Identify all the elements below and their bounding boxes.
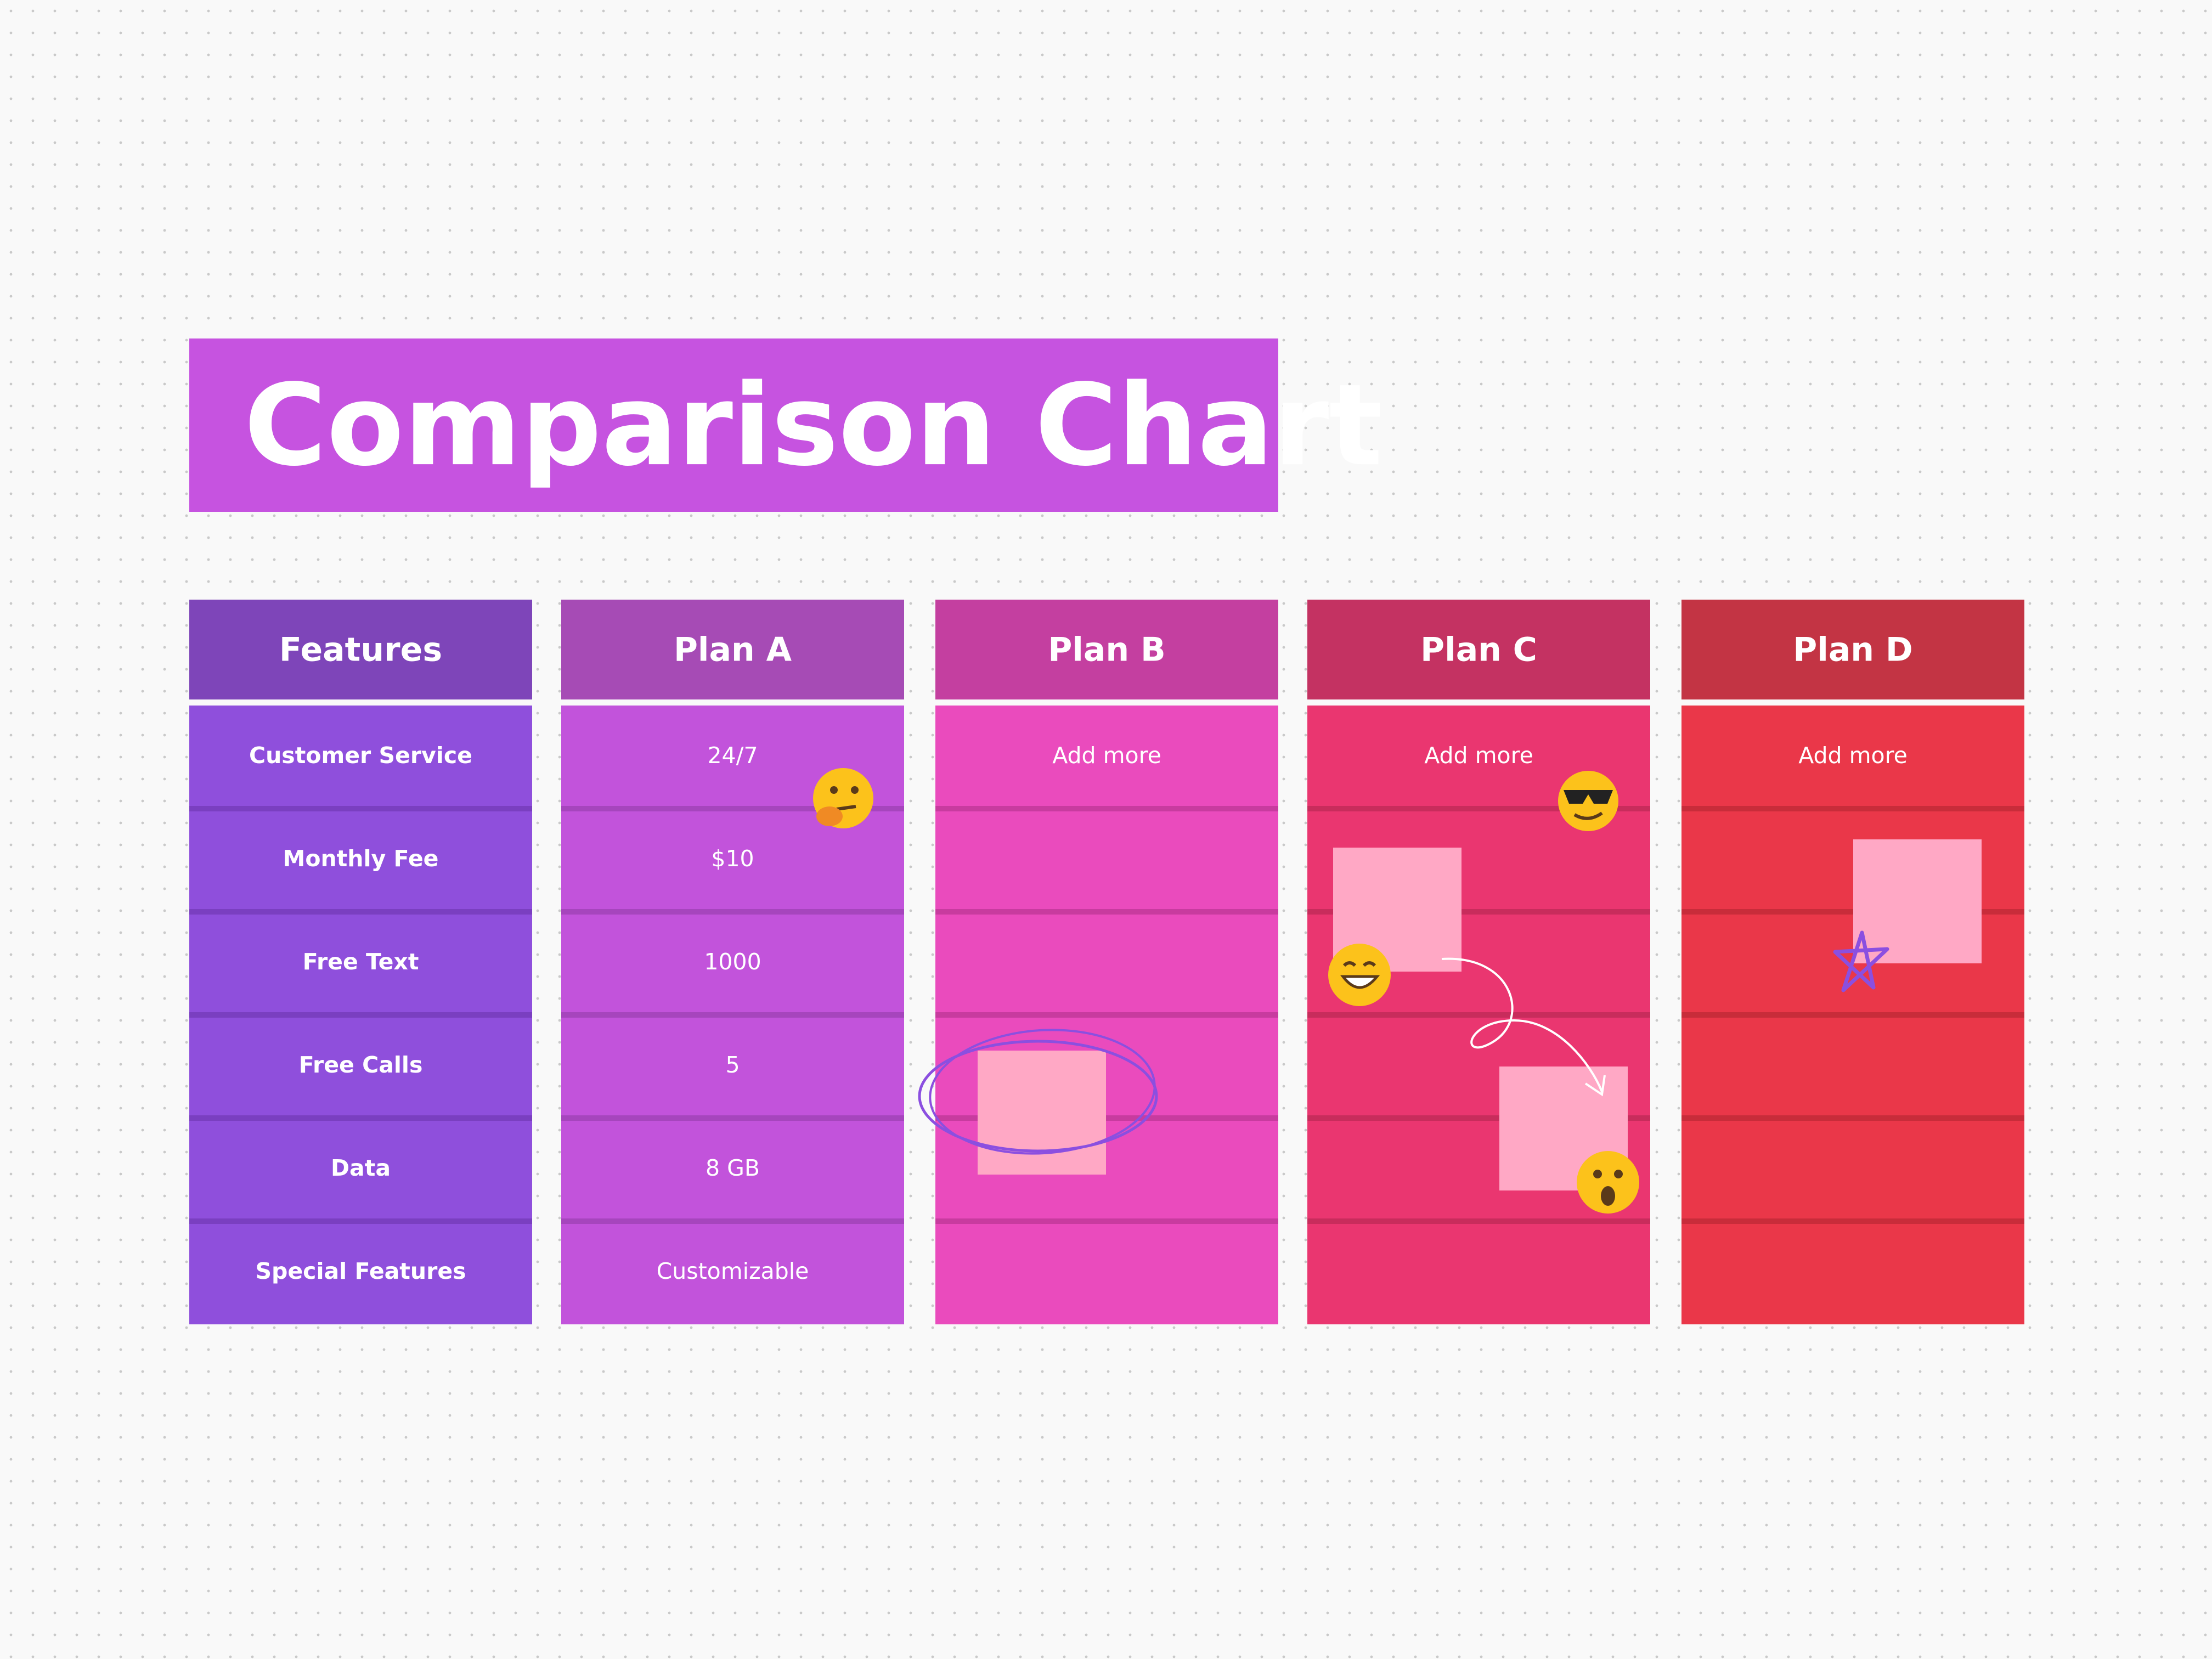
column-header: Plan D [1793,631,1912,669]
sticky-note [1853,839,1982,963]
row-separator [1307,909,1650,915]
column-header-bg [561,600,904,699]
sticky-note [978,1051,1106,1175]
emoji-cool [1558,771,1618,831]
row-separator [561,806,904,811]
cell-text: $10 [711,845,754,872]
row-separator [561,909,904,915]
column-header-bg [1681,600,2024,699]
star-scribble [1833,930,1889,992]
emoji-thinking [813,768,873,828]
row-separator [1307,1115,1650,1121]
column-header-bg [935,600,1278,699]
cell-text: Add more [1052,742,1161,769]
arrow [1441,957,1603,1092]
row-separator [935,1218,1278,1224]
title: Comparison Chart [244,360,1383,491]
cell-text: 24/7 [707,742,758,769]
arrow-head [1584,1075,1606,1097]
emoji-surprised [1577,1151,1639,1214]
feature-label: Customer Service [249,742,472,769]
row-separator [1681,909,2024,915]
title-box [189,338,1278,512]
row-separator [1681,1218,2024,1224]
cell-text: Add more [1424,742,1533,769]
feature-label: Special Features [255,1258,466,1284]
cell-text: 1000 [704,949,761,975]
row-separator [935,1115,1278,1121]
row-separator [189,1012,532,1018]
feature-label: Data [331,1155,391,1181]
row-separator [935,806,1278,811]
row-separator [561,1012,904,1018]
scribble-circle [929,1029,1156,1155]
row-separator [935,1012,1278,1018]
column-header: Features [279,631,442,669]
cell-text: 5 [725,1052,740,1078]
row-separator [1681,806,2024,811]
cell-text: Add more [1798,742,1908,769]
row-separator [1307,1012,1650,1018]
cell-text: Customizable [657,1258,809,1284]
cell-text: 8 GB [706,1155,760,1181]
row-separator [1681,1012,2024,1018]
feature-label: Free Calls [299,1052,423,1078]
row-separator [1681,1115,2024,1121]
row-separator [189,909,532,915]
scribble-circle [918,1040,1158,1153]
decorations [813,768,1982,1214]
row-separator [561,1115,904,1121]
feature-label: Free Text [303,949,419,975]
row-separator [189,1115,532,1121]
column-header: Plan C [1420,631,1537,669]
row-separator [189,1218,532,1224]
emoji-grin [1328,944,1391,1006]
comparison-table: Features Customer Service Monthly Fee Free … [189,600,2024,1324]
row-separator [189,806,532,811]
row-separator [561,1218,904,1224]
row-separator [935,909,1278,915]
column-header: Plan B [1048,631,1165,669]
column-header-bg [189,600,532,699]
column-header-bg [1307,600,1650,699]
row-separator [1307,806,1650,811]
row-separator [1307,1218,1650,1224]
feature-label: Monthly Fee [283,845,439,872]
column-header: Plan A [674,631,792,669]
